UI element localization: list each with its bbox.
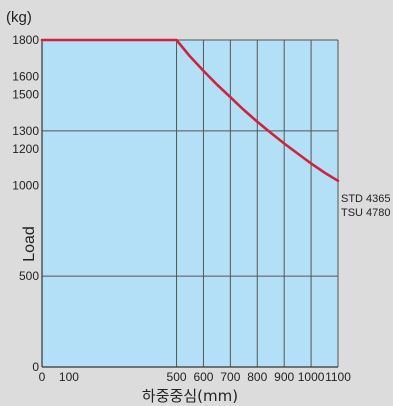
y-tick-label-1600: 1600 bbox=[12, 69, 39, 83]
x-tick-label-600: 600 bbox=[193, 370, 213, 384]
annotation-tsu: TSU 4780 bbox=[341, 207, 391, 219]
y-tick-label-500: 500 bbox=[19, 269, 39, 283]
axes bbox=[41, 40, 338, 368]
x-tick-labels: 0 100 500 600 700 800 900 1000 1100 bbox=[39, 370, 352, 384]
y-tick-label-1000: 1000 bbox=[12, 178, 39, 192]
x-axis-label: 하중중심(mm) bbox=[142, 387, 238, 405]
series-line-0 bbox=[40, 38, 340, 183]
y-tick-label-0: 0 bbox=[32, 360, 39, 374]
x-tick-label-500: 500 bbox=[167, 370, 187, 384]
series-group bbox=[40, 38, 340, 183]
x-tick-label-700: 700 bbox=[220, 370, 240, 384]
x-tick-label-1100: 1100 bbox=[325, 370, 351, 384]
y-tick-label-1300: 1300 bbox=[12, 124, 39, 138]
x-tick-label-900: 900 bbox=[274, 370, 294, 384]
y-tick-label-1200: 1200 bbox=[12, 142, 39, 156]
unit-label: (kg) bbox=[6, 9, 32, 26]
y-tick-labels: 0 500 1000 1200 1300 1500 1600 1800 bbox=[12, 33, 39, 374]
x-tick-label-800: 800 bbox=[247, 370, 267, 384]
plot-area bbox=[42, 40, 338, 367]
y-tick-label-1800: 1800 bbox=[12, 33, 39, 47]
y-tick-label-1500: 1500 bbox=[12, 88, 39, 102]
annotation-std: STD 4365 bbox=[341, 193, 391, 205]
x-tick-label-0: 0 bbox=[39, 370, 46, 384]
x-tick-label-100: 100 bbox=[59, 370, 79, 384]
gridlines bbox=[42, 39, 339, 367]
x-tick-label-1000: 1000 bbox=[298, 370, 325, 384]
y-axis-label: Load bbox=[21, 226, 38, 262]
